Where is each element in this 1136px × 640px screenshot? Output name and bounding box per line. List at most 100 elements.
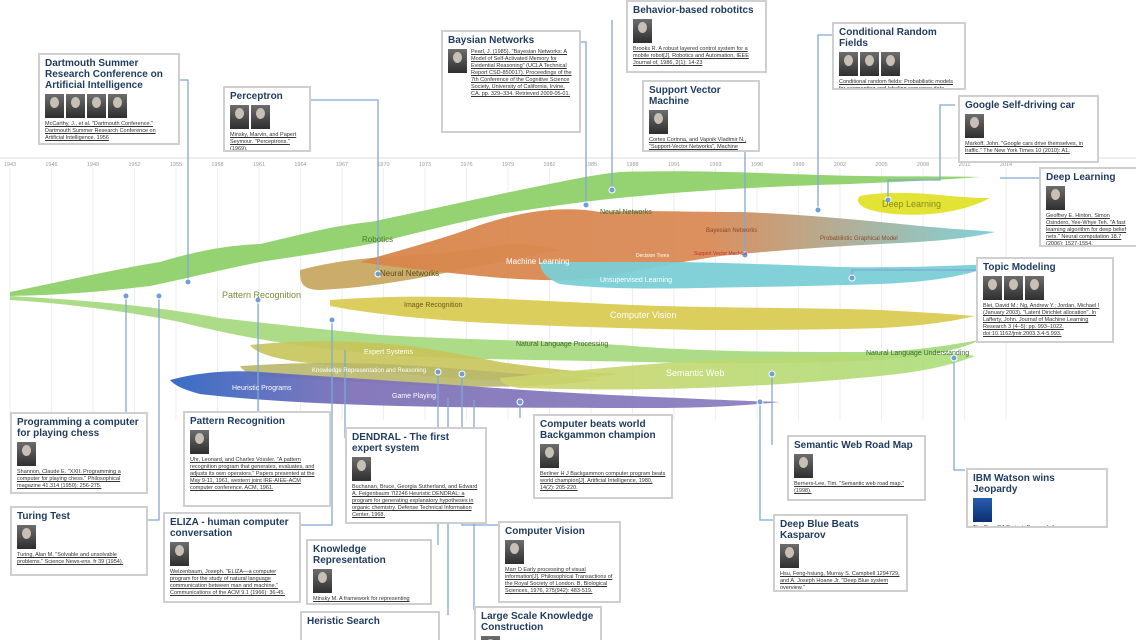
stream-shape-unsupervised — [540, 262, 995, 289]
stream-label-decision-trees: Decision Trees — [636, 253, 670, 259]
card-title: IBM Watson wins Jeopardy — [973, 473, 1055, 495]
event-dot[interactable] — [254, 296, 262, 304]
card-pattern-recognition[interactable]: Pattern Recognition Uhr, Leonard, and Ch… — [183, 411, 331, 507]
stream-shape-computer-vision — [330, 296, 975, 330]
card-title: Knowledge Representation — [313, 544, 386, 566]
card-dendral[interactable]: DENDRAL - The first expert system Buchan… — [345, 427, 487, 524]
event-dot[interactable] — [756, 398, 764, 406]
year-label: 1979 — [502, 162, 514, 168]
photo-row — [973, 498, 1101, 522]
year-label: 1967 — [336, 162, 348, 168]
card-deep-blue[interactable]: Deep Blue Beats Kasparov Hsu, Feng-hsiun… — [773, 514, 908, 592]
year-label: 1949 — [87, 162, 99, 168]
portrait-photo — [17, 442, 36, 466]
card-title: Large Scale Knowledge Construction — [481, 611, 594, 633]
event-dot[interactable] — [884, 196, 892, 204]
event-dot[interactable] — [741, 251, 749, 259]
event-dot[interactable] — [608, 186, 616, 194]
card-perceptron[interactable]: Perceptron Minsky, Marvin, and Papert Se… — [223, 86, 311, 152]
event-dot[interactable] — [768, 370, 776, 378]
connector-turing — [148, 296, 160, 521]
event-dot[interactable] — [374, 270, 382, 278]
event-dot[interactable] — [328, 316, 336, 324]
portrait-photo — [1004, 276, 1023, 300]
photo-row — [965, 114, 1092, 138]
card-title: Semantic Web Road Map — [794, 440, 913, 451]
portrait-photo — [87, 94, 106, 118]
portrait-photo — [881, 52, 900, 76]
stream-label-knowledge-reasoning: Knowledge Representation and Reasoning — [312, 368, 426, 374]
card-title: Dartmouth Summer Research Conference on … — [45, 58, 163, 91]
portrait-photo — [313, 569, 332, 593]
portrait-photo — [839, 52, 858, 76]
connector-google-car — [887, 104, 955, 200]
connector-deep-blue — [759, 402, 778, 521]
card-title: Deep Blue Beats Kasparov — [780, 519, 859, 541]
event-dot[interactable] — [458, 370, 466, 378]
event-dot[interactable] — [814, 206, 822, 214]
card-reference: Weizenbaum, Joseph. "ELIZA—a computer pr… — [170, 569, 285, 596]
stream-label-expert-systems: Expert Systems — [364, 349, 414, 356]
card-computer-vision[interactable]: Computer Vision Marr D Early processing … — [498, 521, 621, 603]
event-dot[interactable] — [122, 292, 130, 300]
event-dot[interactable] — [155, 292, 163, 300]
card-bayesian-networks[interactable]: Baysian Networks Pearl, J. (1985). "Baye… — [441, 30, 581, 133]
photo-row — [633, 19, 760, 43]
card-title: Computer beats world Backgammon champion — [540, 419, 656, 441]
photo-row — [352, 457, 480, 481]
photo-row — [190, 430, 324, 454]
card-reference: Hsu, Feng-hsiung, Murray S. Campbell 129… — [780, 571, 900, 591]
stream-label-semantic-web: Semantic Web — [666, 368, 724, 378]
portrait-photo — [649, 110, 668, 134]
card-title: Computer Vision — [505, 526, 585, 537]
card-large-scale-knowledge[interactable]: Large Scale Knowledge Construction — [474, 606, 602, 640]
photo-row — [649, 110, 753, 134]
stream-label-game-playing: Game Playing — [392, 393, 436, 400]
card-deep-learning[interactable]: Deep Learning Geoffrey E. Hinton, Simon … — [1039, 167, 1136, 247]
event-dot[interactable] — [582, 201, 590, 209]
card-reference: Berliner H J Backgammon computer program… — [540, 471, 666, 491]
stream-label-neural-networks: Neural Networks — [600, 209, 652, 216]
event-dot[interactable] — [950, 354, 958, 362]
card-behavior-robotics[interactable]: Behavior-based robotitcs Brooks R. A rob… — [626, 0, 767, 73]
card-eliza[interactable]: ELIZA - human computer conversation Weiz… — [163, 512, 301, 603]
stream-shape-semantic-web — [500, 354, 975, 390]
card-topic-modeling[interactable]: Topic Modeling Blei, David M.; Ng, Andre… — [976, 257, 1114, 343]
card-knowledge-representation[interactable]: Knowledge Representation Minsky M. A fra… — [306, 539, 432, 605]
event-dot[interactable] — [434, 368, 442, 376]
portrait-photo — [45, 94, 64, 118]
photo-row — [17, 442, 141, 466]
portrait-photo — [251, 105, 270, 129]
photo-row — [1046, 186, 1131, 210]
card-programming-chess[interactable]: Programming a computer for playing chess… — [10, 412, 148, 494]
card-turing-test[interactable]: Turing Test Turing, Alan M. "Solvable an… — [10, 506, 148, 576]
event-dot[interactable] — [184, 278, 192, 286]
year-label: 1973 — [419, 162, 431, 168]
card-reference: McCarthy, J., et al. "Dartmouth Conferen… — [45, 121, 156, 141]
connector-watson — [953, 358, 965, 471]
card-support-vector-machine[interactable]: Support Vector Machine Cortes Corinna, a… — [642, 80, 760, 152]
event-dot[interactable] — [516, 398, 524, 406]
card-dartmouth[interactable]: Dartmouth Summer Research Conference on … — [38, 53, 180, 145]
card-reference: Berners-Lee, Tim. "Semantic web road map… — [794, 481, 904, 494]
portrait-photo — [965, 114, 984, 138]
card-backgammon[interactable]: Computer beats world Backgammon champion… — [533, 414, 673, 499]
card-title: ELIZA - human computer conversation — [170, 517, 289, 539]
year-label: 1943 — [4, 162, 16, 168]
card-reference: Turing, Alan M. "Solvable and unsolvable… — [17, 552, 124, 565]
card-heuristic-search[interactable]: Heristic Search — [300, 611, 440, 640]
stream-label-pattern-recognition: Pattern Recognition — [222, 290, 301, 300]
card-title: Perceptron — [230, 91, 283, 102]
card-conditional-random-fields[interactable]: Conditional Random Fields Conditional ra… — [832, 22, 966, 90]
card-semantic-web-road-map[interactable]: Semantic Web Road Map Berners-Lee, Tim. … — [787, 435, 926, 501]
event-dot[interactable] — [848, 274, 856, 282]
year-label: 1970 — [377, 162, 389, 168]
year-label: 1993 — [709, 162, 721, 168]
card-google-self-driving-car[interactable]: Google Self-driving car Markoff, John. "… — [958, 95, 1099, 163]
card-ibm-watson[interactable]: IBM Watson wins Jeopardy The DeepQA Proj… — [966, 468, 1108, 528]
year-label: 1991 — [668, 162, 680, 168]
photo-row — [983, 276, 1107, 300]
photo-row — [17, 525, 141, 549]
stream-shape-expert-systems — [250, 341, 620, 381]
